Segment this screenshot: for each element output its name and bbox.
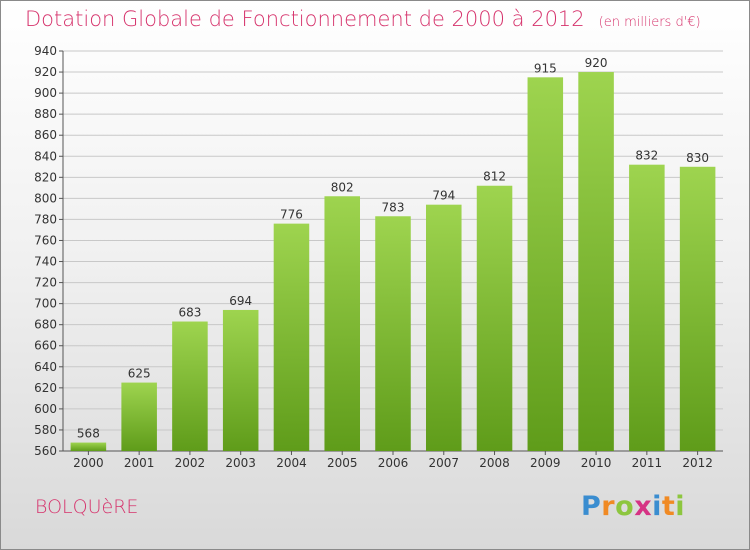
bar: [172, 321, 208, 451]
x-tick-label: 2010: [581, 456, 612, 470]
x-tick-label: 2000: [73, 456, 104, 470]
x-tick-label: 2008: [479, 456, 510, 470]
commune-name: BOLQUèRE: [35, 496, 139, 518]
bar: [476, 185, 513, 451]
chart-title: Dotation Globale de Fonctionnement de 20…: [25, 7, 701, 31]
x-tick-label: 2005: [327, 456, 358, 470]
data-label: 812: [483, 170, 506, 184]
y-tick-label: 660: [34, 339, 57, 353]
y-tick-label: 720: [34, 276, 57, 290]
y-tick-label: 860: [34, 128, 57, 142]
data-label: 832: [635, 149, 658, 163]
y-tick-label: 580: [34, 423, 57, 437]
logo-letter: P: [581, 491, 602, 522]
bar: [629, 164, 665, 451]
x-tick-label: 2012: [682, 456, 713, 470]
data-label: 776: [280, 208, 303, 222]
data-label: 694: [229, 294, 252, 308]
bar: [121, 382, 157, 451]
data-label: 683: [178, 306, 201, 320]
unit-note: (en milliers d'€): [598, 15, 701, 30]
data-label: 568: [77, 427, 100, 441]
y-tick-label: 780: [34, 212, 57, 226]
title-text: Dotation Globale de Fonctionnement de 20…: [25, 7, 585, 31]
y-tick-label: 920: [34, 65, 57, 79]
proxiti-logo: Proxiti: [581, 491, 685, 522]
y-tick-label: 840: [34, 149, 57, 163]
bar: [527, 77, 564, 451]
y-tick-label: 700: [34, 297, 57, 311]
x-tick-label: 2001: [124, 456, 155, 470]
y-tick-label: 880: [34, 107, 57, 121]
data-label: 830: [686, 151, 709, 165]
data-label: 915: [534, 61, 557, 75]
data-label: 625: [128, 367, 151, 381]
y-tick-label: 800: [34, 191, 57, 205]
data-label: 783: [382, 200, 405, 214]
x-tick-label: 2004: [276, 456, 307, 470]
logo-letter: t: [661, 491, 676, 522]
y-tick-label: 740: [34, 255, 57, 269]
bar: [324, 196, 360, 451]
bar: [273, 223, 310, 451]
x-tick-label: 2011: [632, 456, 663, 470]
bar: [70, 442, 107, 451]
y-tick-label: 600: [34, 402, 57, 416]
data-label: 802: [331, 180, 354, 194]
logo-letter: x: [634, 491, 653, 522]
x-tick-label: 2002: [175, 456, 206, 470]
y-tick-label: 760: [34, 233, 57, 247]
bar: [679, 166, 716, 451]
y-tick-label: 680: [34, 318, 57, 332]
logo-letter: i: [675, 491, 686, 522]
data-label: 794: [432, 189, 455, 203]
y-tick-label: 620: [34, 381, 57, 395]
logo-letter: o: [615, 491, 635, 522]
y-tick-label: 820: [34, 170, 57, 184]
y-tick-label: 940: [34, 44, 57, 58]
bar: [426, 204, 462, 451]
x-tick-label: 2006: [378, 456, 409, 470]
y-tick-label: 900: [34, 86, 57, 100]
y-tick-label: 640: [34, 360, 57, 374]
x-tick-label: 2003: [225, 456, 256, 470]
x-tick-label: 2009: [530, 456, 561, 470]
logo-letter: r: [601, 491, 616, 522]
data-label: 920: [585, 56, 608, 70]
bar: [375, 216, 411, 451]
bar: [222, 309, 259, 451]
bar: [578, 72, 614, 451]
x-tick-label: 2007: [428, 456, 459, 470]
y-tick-label: 560: [34, 444, 57, 458]
logo-letter: i: [652, 491, 662, 522]
